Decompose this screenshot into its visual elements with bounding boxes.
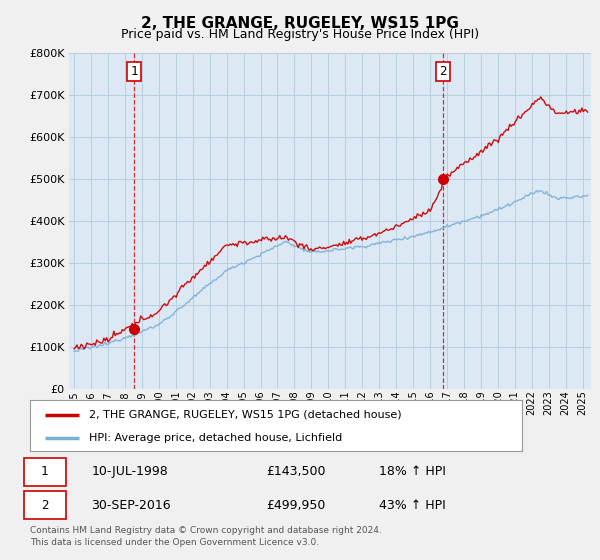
- FancyBboxPatch shape: [23, 492, 66, 520]
- Text: 2, THE GRANGE, RUGELEY, WS15 1PG (detached house): 2, THE GRANGE, RUGELEY, WS15 1PG (detach…: [89, 409, 401, 419]
- Text: 10-JUL-1998: 10-JUL-1998: [91, 465, 168, 478]
- Text: HPI: Average price, detached house, Lichfield: HPI: Average price, detached house, Lich…: [89, 433, 342, 443]
- Text: 1: 1: [130, 65, 137, 78]
- FancyBboxPatch shape: [23, 458, 66, 486]
- Text: 43% ↑ HPI: 43% ↑ HPI: [379, 499, 446, 512]
- Text: £143,500: £143,500: [266, 465, 326, 478]
- Text: 2: 2: [439, 65, 446, 78]
- Text: £499,950: £499,950: [266, 499, 326, 512]
- Text: 1: 1: [41, 465, 48, 478]
- Text: Price paid vs. HM Land Registry's House Price Index (HPI): Price paid vs. HM Land Registry's House …: [121, 28, 479, 41]
- Text: 2: 2: [41, 499, 48, 512]
- Text: 18% ↑ HPI: 18% ↑ HPI: [379, 465, 446, 478]
- Text: 2, THE GRANGE, RUGELEY, WS15 1PG: 2, THE GRANGE, RUGELEY, WS15 1PG: [141, 16, 459, 31]
- Text: Contains HM Land Registry data © Crown copyright and database right 2024.
This d: Contains HM Land Registry data © Crown c…: [30, 526, 382, 547]
- Text: 30-SEP-2016: 30-SEP-2016: [91, 499, 171, 512]
